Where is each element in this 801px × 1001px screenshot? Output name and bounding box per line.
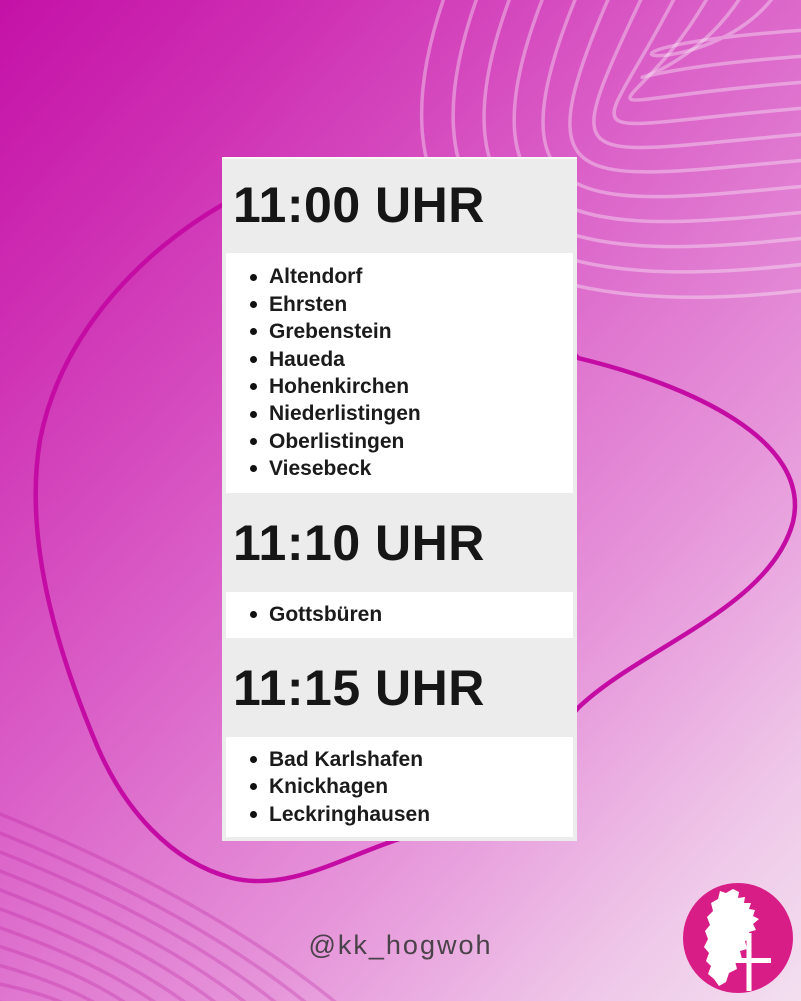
cross-icon <box>727 933 771 991</box>
account-handle: @kk_hogwoh <box>308 930 493 960</box>
place-item: Altendorf <box>250 263 573 290</box>
place-label: Knickhagen <box>269 775 389 799</box>
bullet-icon <box>250 756 257 764</box>
place-label: Ehrsten <box>269 292 348 316</box>
time-header: 11:10 UHR <box>222 493 577 592</box>
map-silhouette-icon <box>704 889 759 986</box>
bullet-icon <box>250 301 257 309</box>
bullet-icon <box>250 611 257 619</box>
bullet-icon <box>250 383 257 391</box>
place-label: Hohenkirchen <box>269 375 410 398</box>
place-list: Gottsbüren <box>226 592 573 638</box>
place-label: Gottsbüren <box>269 603 383 627</box>
place-label: Haueda <box>269 347 345 371</box>
bullet-icon <box>250 783 257 791</box>
place-item: Hohenkirchen <box>250 373 573 400</box>
time-header: 11:15 UHR <box>222 638 577 737</box>
place-list: Bad Karlshafen Knickhagen Leckringhausen <box>226 737 573 837</box>
place-label: Altendorf <box>269 265 363 289</box>
place-item: Haueda <box>250 346 573 373</box>
place-item: Knickhagen <box>250 773 573 800</box>
place-item: Ehrsten <box>250 291 573 318</box>
place-label: Leckringhausen <box>269 802 431 826</box>
place-item: Niederlistingen <box>250 400 573 427</box>
time-label: 11:15 UHR <box>233 659 485 716</box>
place-item: Oberlistingen <box>250 428 573 455</box>
bullet-icon <box>250 465 257 473</box>
time-label: 11:10 UHR <box>233 514 485 571</box>
place-label: Niederlistingen <box>269 402 421 426</box>
bullet-icon <box>250 437 257 445</box>
place-label: Grebenstein <box>269 320 392 344</box>
place-item: Grebenstein <box>250 318 573 345</box>
place-list: Altendorf Ehrsten Grebenstein Haueda Hoh… <box>226 253 573 493</box>
place-item: Gottsbüren <box>250 601 573 628</box>
bullet-icon <box>250 273 257 281</box>
time-label: 11:00 UHR <box>233 177 485 233</box>
place-label: Bad Karlshafen <box>269 747 424 771</box>
place-label: Viesebeck <box>269 457 372 481</box>
place-label: Oberlistingen <box>269 429 405 453</box>
bullet-icon <box>250 355 257 363</box>
bullet-icon <box>250 810 257 818</box>
district-map-logo <box>683 883 793 993</box>
contour-lines-bottom-left <box>0 812 337 1001</box>
schedule-card: 11:00 UHR Altendorf Ehrsten Grebenstein … <box>222 157 577 841</box>
time-header: 11:00 UHR <box>222 157 577 253</box>
place-item: Bad Karlshafen <box>250 746 573 773</box>
bullet-icon <box>250 410 257 418</box>
bullet-icon <box>250 328 257 336</box>
place-item: Leckringhausen <box>250 801 573 828</box>
place-item: Viesebeck <box>250 455 573 482</box>
